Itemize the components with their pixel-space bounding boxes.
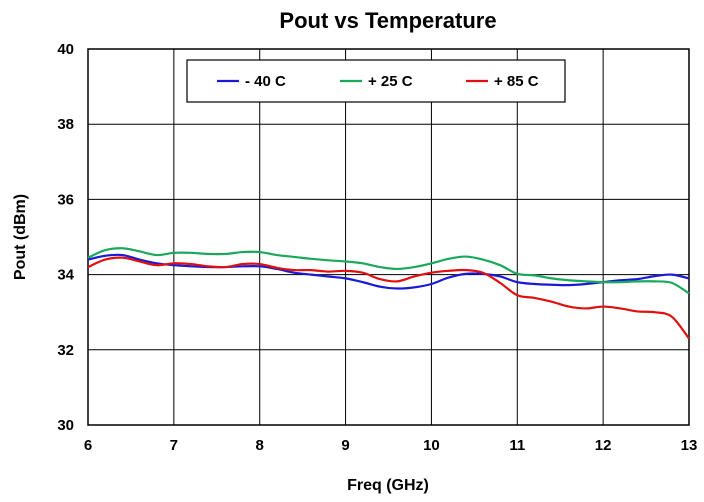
y-tick-label: 36: [57, 191, 74, 208]
x-tick-label: 7: [170, 437, 178, 454]
legend: - 40 C + 25 C + 85 C: [186, 59, 566, 103]
y-tick-label: 30: [57, 417, 74, 434]
grid: [88, 49, 689, 425]
legend-label-3: + 85 C: [494, 73, 539, 90]
legend-box: [186, 59, 566, 103]
x-tick-label: 11: [509, 437, 525, 454]
chart-title: Pout vs Temperature: [279, 8, 496, 33]
x-tick-label: 8: [256, 437, 264, 454]
x-tick-label: 9: [341, 437, 349, 454]
y-tick-label: 40: [57, 41, 74, 58]
tick-labels: 6 7 8 9 10 11 12 13 30 32 34 36 38 40: [57, 41, 697, 454]
x-tick-label: 12: [595, 437, 612, 454]
legend-label-2: + 25 C: [368, 73, 413, 90]
y-tick-label: 32: [57, 342, 74, 359]
x-tick-label: 6: [84, 437, 92, 454]
series-line-3: [87, 256, 690, 340]
plot-area: [87, 48, 690, 426]
x-axis-label: Freq (GHz): [347, 477, 429, 494]
x-tick-label: 10: [423, 437, 440, 454]
y-tick-label: 34: [57, 267, 74, 284]
y-axis-label: Pout (dBm): [12, 194, 29, 280]
series-line-2: [87, 247, 690, 295]
legend-label-1: - 40 C: [245, 73, 286, 90]
y-tick-label: 38: [57, 116, 74, 133]
series-layer: [87, 247, 690, 340]
x-tick-label: 13: [681, 437, 698, 454]
series-line-1: [87, 253, 690, 290]
